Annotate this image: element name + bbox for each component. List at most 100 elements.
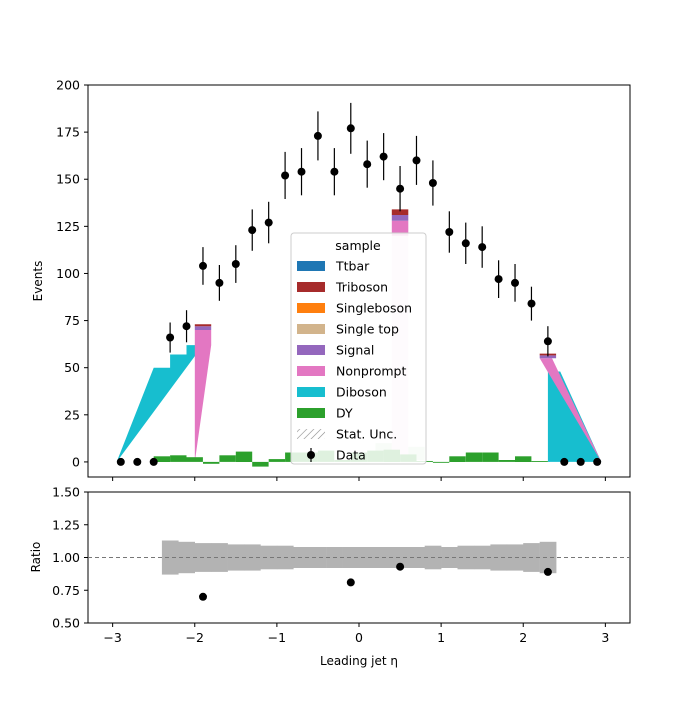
legend-entry-triboson: Triboson (297, 280, 388, 295)
legend-label: Stat. Unc. (336, 427, 397, 442)
legend-swatch-nonprompt (297, 366, 325, 376)
stack-signal-region-6 (194, 326, 212, 330)
legend-swatch-triboson (297, 282, 325, 292)
data-point-14 (346, 124, 355, 133)
legend-entry-single-top: Single top (297, 322, 399, 337)
legend-swatch-stat-unc (297, 429, 325, 439)
main-y-tick-label-6: 150 (56, 172, 80, 187)
dy-bar-5 (235, 451, 253, 462)
data-point-8 (248, 226, 257, 235)
legend-entry-signal: Signal (297, 343, 374, 358)
data-point-20 (445, 228, 454, 236)
data-point-5 (199, 261, 207, 270)
ratio-uncertainty-bin-3 (211, 543, 228, 572)
dy-bar-0 (153, 456, 171, 462)
dy-bar-19 (465, 452, 483, 462)
legend-label: Triboson (335, 280, 388, 295)
ratio-uncertainty-bin-23 (539, 541, 557, 574)
ratio-y-axis-label: Ratio (29, 542, 43, 573)
data-point-7 (231, 260, 240, 268)
data-point-3 (166, 333, 175, 342)
ratio-plot: 0.50 0.75 1.00 1.25 1.50 −3 −2 −1 0 1 2 3 Ratio Le… (29, 485, 631, 668)
dy-bar-1 (170, 455, 187, 462)
x-tick-label-4: 1 (437, 630, 445, 645)
data-point-16 (379, 152, 388, 161)
main-y-tick-label-5: 125 (56, 219, 80, 234)
legend-entry-dy: DY (297, 406, 353, 421)
legend: sample Ttbar Triboson Singleboson Single to… (290, 232, 427, 465)
data-point-4 (182, 322, 191, 331)
legend-entry-stat-unc-: Stat. Unc. (297, 427, 397, 442)
ratio-uncertainty-bin-14 (391, 547, 409, 568)
data-point-13 (330, 167, 339, 176)
x-tick-label-1: −2 (186, 630, 204, 645)
x-tick-label-0: −3 (103, 630, 121, 645)
legend-swatch-diboson (297, 387, 325, 397)
data-point-21 (461, 239, 470, 248)
data-point-15 (363, 160, 372, 169)
stack-nonprompt-region-3 (539, 358, 602, 462)
dy-bar-4 (219, 455, 236, 462)
main-y-tick-label-2: 50 (64, 360, 80, 375)
legend-swatch-singleboson (297, 303, 325, 313)
main-y-tick-label-7: 175 (56, 125, 80, 140)
data-point-19 (428, 179, 437, 187)
ratio-y-tick-label-1: 0.75 (52, 583, 80, 598)
data-point-26 (543, 337, 552, 346)
data-point-23 (494, 275, 503, 284)
data-point-2 (149, 457, 158, 466)
data-point-27 (560, 457, 569, 466)
legend-label: Nonprompt (336, 364, 406, 379)
dy-bar-3 (203, 461, 220, 464)
legend-title: sample (335, 238, 381, 253)
legend-label: Single top (336, 322, 399, 337)
stack-diboson-region-0 (116, 345, 203, 462)
dy-bar-20 (482, 452, 499, 462)
ratio-y-tick-label-0: 0.50 (52, 616, 80, 631)
ratio-point-1 (346, 578, 355, 587)
legend-label: Singleboson (336, 301, 412, 316)
dy-bar-23 (531, 461, 548, 462)
ratio-uncertainty-bin-18 (457, 545, 475, 570)
x-tick-label-6: 3 (601, 630, 609, 645)
data-point-18 (412, 156, 421, 165)
ratio-uncertainty-bin-9 (309, 547, 327, 568)
legend-label: Ttbar (335, 259, 370, 274)
dy-bar-17 (432, 461, 450, 463)
stack-signal-region-7 (391, 215, 409, 221)
x-tick-label-2: −1 (268, 630, 286, 645)
legend-swatch-ttbar (297, 261, 325, 271)
legend-entry-nonprompt: Nonprompt (297, 364, 406, 379)
stack-nonprompt-region-2 (194, 330, 212, 462)
x-tick-label-3: 0 (355, 630, 363, 645)
x-axis-label: Leading jet η (320, 654, 398, 668)
data-point-22 (478, 243, 487, 252)
legend-data-marker (307, 451, 315, 459)
data-point-11 (297, 167, 306, 176)
ratio-uncertainty-bin-6 (260, 545, 278, 570)
legend-entry-data: Data (307, 448, 366, 463)
dy-bar-7 (268, 459, 286, 462)
stack-triboson-region-9 (194, 324, 212, 327)
main-y-tick-label-8: 200 (56, 78, 80, 93)
ratio-uncertainty-bin-12 (359, 547, 376, 568)
legend-swatch-single-top (297, 324, 325, 334)
legend-label: Diboson (336, 385, 387, 400)
legend-entry-singleboson: Singleboson (297, 301, 412, 316)
dy-bar-18 (449, 456, 466, 462)
data-point-29 (593, 457, 602, 466)
ratio-uncertainty-bin-20 (490, 544, 508, 571)
data-point-24 (511, 278, 519, 287)
legend-label: Signal (336, 343, 374, 358)
main-y-tick-label-4: 100 (56, 266, 80, 281)
ratio-uncertainty-bin-15 (408, 547, 425, 568)
data-point-9 (264, 218, 273, 227)
main-y-tick-label-1: 25 (64, 407, 80, 422)
stack-signal-region-8 (539, 355, 557, 359)
ratio-point-0 (199, 592, 207, 601)
stack-nonprompt-region-5 (391, 220, 409, 236)
dy-bar-6 (252, 461, 269, 467)
legend-swatch-dy (297, 408, 325, 418)
dy-bar-21 (498, 460, 515, 462)
